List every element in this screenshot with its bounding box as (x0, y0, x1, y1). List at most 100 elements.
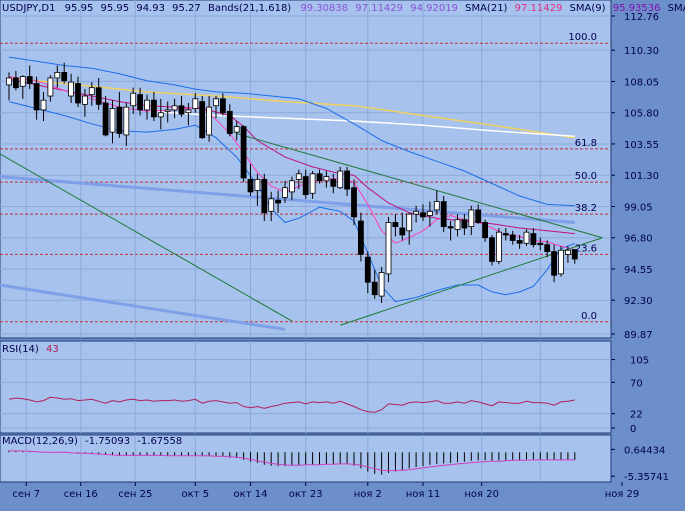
candle-body (192, 98, 199, 109)
price-tick-label-10: 89.87 (624, 330, 653, 341)
candle-body (385, 222, 392, 275)
triangle-upper-line (236, 133, 603, 239)
candle (192, 93, 199, 113)
candle-body (6, 77, 12, 86)
candle-body (68, 81, 74, 97)
candle-body (482, 222, 489, 239)
candle (385, 216, 392, 283)
candle (406, 212, 413, 245)
candle-body (316, 173, 323, 182)
candle-body (12, 77, 19, 89)
candle-body (447, 226, 454, 229)
bands-value-middle: 97.11429 (355, 3, 403, 14)
candle (351, 179, 357, 226)
bands-value-upper: 99.30838 (300, 3, 348, 14)
fib-label-2: 50.0 (575, 171, 597, 182)
candle-body (330, 178, 337, 187)
macd-tick-label-1: -5.35741 (624, 472, 669, 483)
candle (433, 190, 440, 215)
candle (247, 164, 254, 197)
sma9-label: SMA(9) (570, 3, 606, 14)
candle-body (178, 105, 185, 115)
candle (6, 72, 12, 101)
candle-body (509, 234, 516, 241)
candle (461, 214, 468, 235)
rsi-tick-label-1: 70 (630, 378, 643, 389)
candle-body (82, 95, 88, 105)
sma21-value: 97.11429 (515, 3, 563, 14)
candle-body (426, 210, 433, 216)
candle (489, 234, 495, 266)
time-tick-label-4: окт 14 (234, 489, 268, 500)
rsi-value: 43 (46, 344, 59, 355)
ohlc-low: 94.93 (136, 3, 165, 14)
time-tick-label-5: окт 23 (289, 489, 323, 500)
price-tick-label-8: 94.55 (624, 265, 653, 276)
sma21-label: SMA(21) (465, 3, 507, 14)
candle (330, 173, 337, 194)
candle-body (565, 249, 571, 255)
price-axis: 112.76 110.30 108.05 105.80 103.55 101.30 99.0… (611, 12, 659, 341)
sma9-value: 95.93536 (613, 3, 661, 14)
candle (364, 251, 371, 294)
price-tick-label-6: 99.05 (624, 202, 653, 213)
candle (12, 71, 19, 91)
candle (344, 166, 351, 197)
candle-body (378, 272, 385, 297)
candle (454, 214, 461, 237)
candle-body (19, 76, 26, 87)
candle-body (544, 244, 551, 253)
time-tick-label-3: окт 5 (182, 489, 210, 500)
candle-body (364, 256, 371, 283)
candle (502, 228, 509, 241)
candle-body (309, 173, 316, 194)
candle (144, 94, 150, 120)
candle-body (530, 233, 537, 246)
candle-body (433, 201, 440, 211)
time-tick-label-0: сен 7 (12, 489, 40, 500)
candle-body (371, 281, 378, 296)
candle (288, 176, 295, 201)
candle (420, 204, 426, 222)
rsi-panel: 105 70 22 0 RSI(14) 43 (0, 340, 649, 435)
bands-label: Bands(21,1.618) (208, 3, 291, 14)
candle-body (240, 126, 247, 179)
candle-body (199, 101, 206, 139)
candle (233, 121, 240, 141)
candle (537, 237, 544, 251)
candle-body (116, 106, 123, 134)
candle (268, 191, 275, 222)
rsi-tick-label-3: 0 (630, 424, 636, 435)
candle (82, 89, 88, 117)
candle-body (323, 176, 330, 182)
candle (323, 171, 330, 188)
candle-body (295, 173, 302, 180)
price-tick-label-2: 108.05 (624, 77, 659, 88)
candle-body (461, 219, 468, 229)
candle (261, 173, 268, 222)
candle-body (254, 178, 261, 191)
fib-label-1: 61.8 (575, 138, 597, 149)
candle-body (123, 106, 130, 136)
time-tick-label-7: ноя 11 (406, 489, 441, 500)
bands-upper-line (8, 56, 575, 207)
candle-body (40, 99, 47, 111)
candle (295, 169, 302, 190)
candle (551, 244, 557, 283)
price-tick-label-1: 110.30 (624, 46, 659, 57)
candle (530, 228, 537, 248)
candle (447, 221, 454, 241)
candle (302, 169, 309, 199)
candle (523, 229, 530, 247)
rsi-tick-label-0: 105 (630, 356, 649, 367)
candle (516, 234, 523, 249)
candle (26, 65, 33, 90)
candle-body (206, 106, 213, 136)
candle (19, 75, 26, 99)
ohlc-close: 95.27 (172, 3, 201, 14)
candle-body (523, 231, 530, 244)
sma100-label: SMA(100) (668, 3, 685, 14)
price-tick-label-5: 101.30 (624, 171, 659, 182)
candle (61, 62, 68, 84)
candle (509, 230, 516, 245)
